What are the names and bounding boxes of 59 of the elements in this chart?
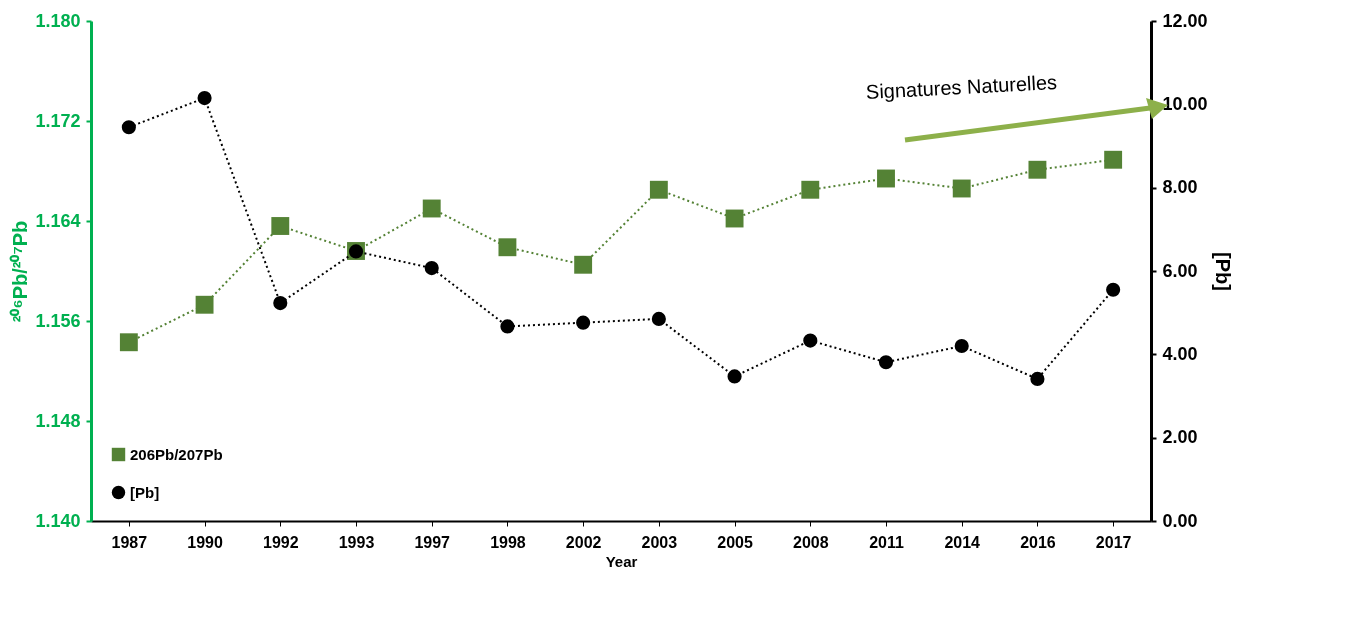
x-tick-label: 2011 <box>869 533 904 551</box>
point <box>271 217 290 235</box>
y-tick-label: 1.180 <box>35 10 81 31</box>
point <box>803 333 818 348</box>
y-tick-label: 1.164 <box>35 210 81 231</box>
y-axis-title: ²⁰⁶Pb/²⁰⁷Pb <box>9 220 32 323</box>
x-tick-label: 2014 <box>944 533 981 551</box>
point <box>727 369 742 384</box>
y2-tick-label: 6.00 <box>1162 260 1198 281</box>
point <box>878 355 894 370</box>
point <box>1030 371 1045 386</box>
y2-axis-title: [Pb] <box>1211 252 1234 291</box>
y2-tick-label: 12.00 <box>1162 10 1208 31</box>
x-tick-label: 2002 <box>565 533 602 551</box>
x-tick-label: 1998 <box>490 533 526 551</box>
x-tick-label: 2003 <box>641 533 678 551</box>
point <box>197 91 212 106</box>
point <box>952 179 971 198</box>
point <box>121 120 136 135</box>
y-tick-label: 1.148 <box>35 410 81 431</box>
point <box>1104 150 1123 169</box>
point <box>195 295 214 314</box>
point <box>725 209 744 228</box>
legend-label: [Pb] <box>130 483 160 501</box>
y2-tick-label: 8.00 <box>1162 177 1198 198</box>
y2-tick-label: 0.00 <box>1162 510 1198 531</box>
point <box>273 296 288 311</box>
point <box>422 199 441 218</box>
x-tick-label: 1990 <box>187 533 223 551</box>
point <box>651 311 666 326</box>
y2-tick-label: 10.00 <box>1162 93 1208 114</box>
y-tick-label: 1.140 <box>35 510 81 531</box>
point <box>424 261 439 276</box>
point <box>498 238 517 257</box>
x-tick-label: 2008 <box>792 533 829 551</box>
legend-label: 206Pb/207Pb <box>130 445 223 463</box>
x-tick-label: 2005 <box>717 533 753 551</box>
point <box>649 180 668 199</box>
point <box>954 338 969 354</box>
y2-tick-label: 4.00 <box>1162 343 1198 364</box>
y-tick-label: 1.156 <box>35 310 81 331</box>
point <box>877 169 895 188</box>
annotation: Signatures Naturelles <box>865 71 1058 103</box>
x-tick-label: 1993 <box>338 533 375 551</box>
x-tick-label: 1997 <box>414 533 451 551</box>
point <box>801 180 820 199</box>
point <box>500 319 515 334</box>
point <box>119 333 138 352</box>
x-tick-label: 1992 <box>262 533 299 551</box>
x-tick-label: 1987 <box>111 533 148 551</box>
y-tick-label: 1.172 <box>35 110 81 131</box>
point <box>574 255 593 274</box>
x-tick-label: 2017 <box>1095 533 1132 551</box>
x-tick-label: 2016 <box>1020 533 1056 551</box>
point <box>1028 160 1047 179</box>
y2-tick-label: 2.00 <box>1162 427 1198 448</box>
x-axis-title: Year <box>605 552 638 570</box>
point <box>576 315 591 330</box>
point <box>1106 282 1121 297</box>
